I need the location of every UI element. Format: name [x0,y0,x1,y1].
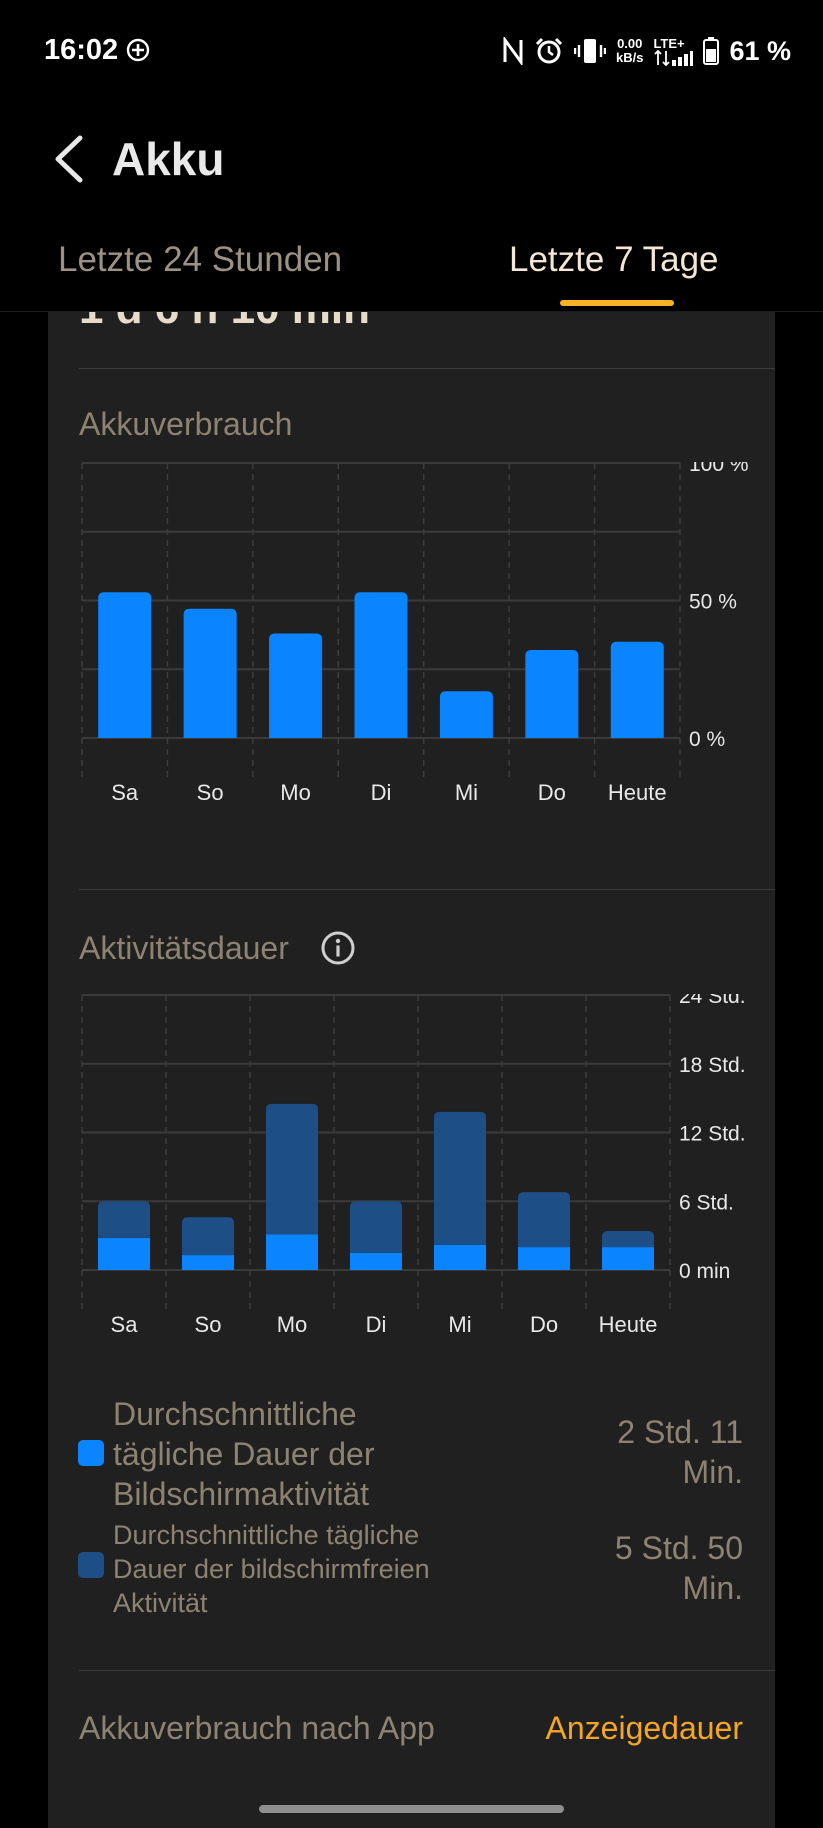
x-tick-label: Sa [111,780,139,805]
legend-item-screen-off-activity: Durchschnittliche tägliche Dauer der bil… [48,1518,775,1618]
bar-segment [182,1217,234,1256]
y-tick-label: 0 min [679,1260,730,1283]
bar [610,641,664,738]
battery-card: 1 d 6 h 10 min Akkuverbrauch 100 % 50 % 0 … [48,312,775,1828]
tab-bar: Letzte 24 Stunden Letzte 7 Tage [0,214,823,312]
bar-segment [98,1237,150,1270]
info-icon[interactable] [320,930,356,971]
bar-segment [434,1111,486,1245]
tab-last-24-hours[interactable]: Letzte 24 Stunden [58,240,343,279]
x-tick-label: So [195,1312,222,1337]
bar-segment [518,1192,570,1248]
battery-usage-title: Akkuverbrauch [79,406,293,442]
total-duration-value: 1 d 6 h 10 min [79,312,370,334]
signal-icon [654,49,694,66]
alarm-icon [534,36,564,66]
x-tick-label: Di [366,1312,387,1337]
page-title: Akku [112,133,225,185]
status-icons: 0.00 kB/s LTE+ 61 % [502,33,791,69]
x-tick-label: Mo [277,1312,308,1337]
bar-segment [266,1234,318,1270]
network-speed: 0.00 kB/s [616,37,643,65]
battery-percent: 61 % [729,35,791,66]
y-tick-label: 6 Std. [679,1191,734,1214]
legend-value: 5 Std. 50 Min. [614,1530,743,1606]
legend-value: 2 Std. 11 Min. [617,1414,743,1490]
x-tick-label: So [197,780,224,805]
legend-item-screen-activity: Durchschnittliche tägliche Dauer der Bil… [48,1394,775,1512]
back-button[interactable] [40,122,96,196]
x-tick-label: Sa [111,1312,139,1337]
app-header: Akku [0,104,823,214]
network-type: LTE+ [653,35,685,51]
home-indicator[interactable] [259,1805,564,1813]
network-speed-unit: kB/s [615,50,644,65]
bar [98,592,152,738]
bar [525,650,579,738]
bar-segment [434,1244,486,1270]
bar [439,691,493,738]
bar-segment [182,1255,234,1270]
display-duration-link[interactable]: Anzeigedauer [545,1710,743,1746]
battery-usage-chart: 100 % 50 % 0 % Sa So Mo Di Mi Do Heute [48,462,775,1142]
y-tick-label: 0 % [689,728,725,751]
bar-segment [602,1247,654,1270]
legend-swatch [78,1440,104,1466]
tab-last-7-days[interactable]: Letzte 7 Tage [509,240,719,279]
x-tick-label: Mi [448,1312,471,1337]
vibrate-icon [573,37,606,65]
bar-segment [602,1231,654,1248]
x-tick-label: Di [371,780,392,805]
activity-duration-title: Aktivitätsdauer [79,930,289,966]
active-tab-indicator [560,300,674,306]
x-tick-label: Mi [455,780,478,805]
y-tick-label: 12 Std. [679,1123,746,1146]
bar-segment [266,1103,318,1235]
activity-duration-chart: 24 Std. 18 Std. 12 Std. 6 Std. 0 min Sa So Mo Di… [48,994,775,1674]
signal: LTE+ [653,35,694,66]
chevron-left-icon [55,135,83,183]
status-time: 16:02 [44,34,119,66]
x-tick-label: Mo [280,780,311,805]
y-tick-label: 100 % [689,462,749,476]
divider [79,368,775,369]
bar-segment [518,1247,570,1270]
bar [354,592,408,738]
battery-usage-chart-svg: 100 % 50 % 0 % Sa So Mo Di Mi Do Heute [81,462,749,805]
y-tick-label: 24 Std. [679,994,746,1008]
x-tick-label: Do [530,1312,558,1337]
legend-label: Durchschnittliche tägliche Dauer der bil… [113,1520,430,1618]
legend-label: Durchschnittliche tägliche Dauer der Bil… [113,1396,375,1512]
app-usage-title: Akkuverbrauch nach App [79,1710,435,1746]
status-bar: 16:02 0.00 kB/s [0,0,823,104]
x-tick-label: Heute [608,780,667,805]
divider [79,889,775,890]
y-tick-label: 18 Std. [679,1054,746,1077]
network-speed-value: 0.00 [617,36,643,51]
legend-swatch [78,1552,104,1578]
y-tick-label: 50 % [689,591,737,614]
nfc-icon [502,37,524,65]
bar-segment [98,1201,150,1238]
x-tick-label: Heute [599,1312,658,1337]
activity-duration-chart-svg: 24 Std. 18 Std. 12 Std. 6 Std. 0 min Sa So Mo Di… [81,994,746,1337]
x-tick-label: Do [538,780,566,805]
bar-segment [350,1201,402,1253]
divider [79,1670,775,1671]
bar [183,608,237,738]
bar-segment [350,1252,402,1270]
vpn-plus-icon [126,38,150,67]
bar [269,633,323,738]
battery-icon [703,37,720,65]
